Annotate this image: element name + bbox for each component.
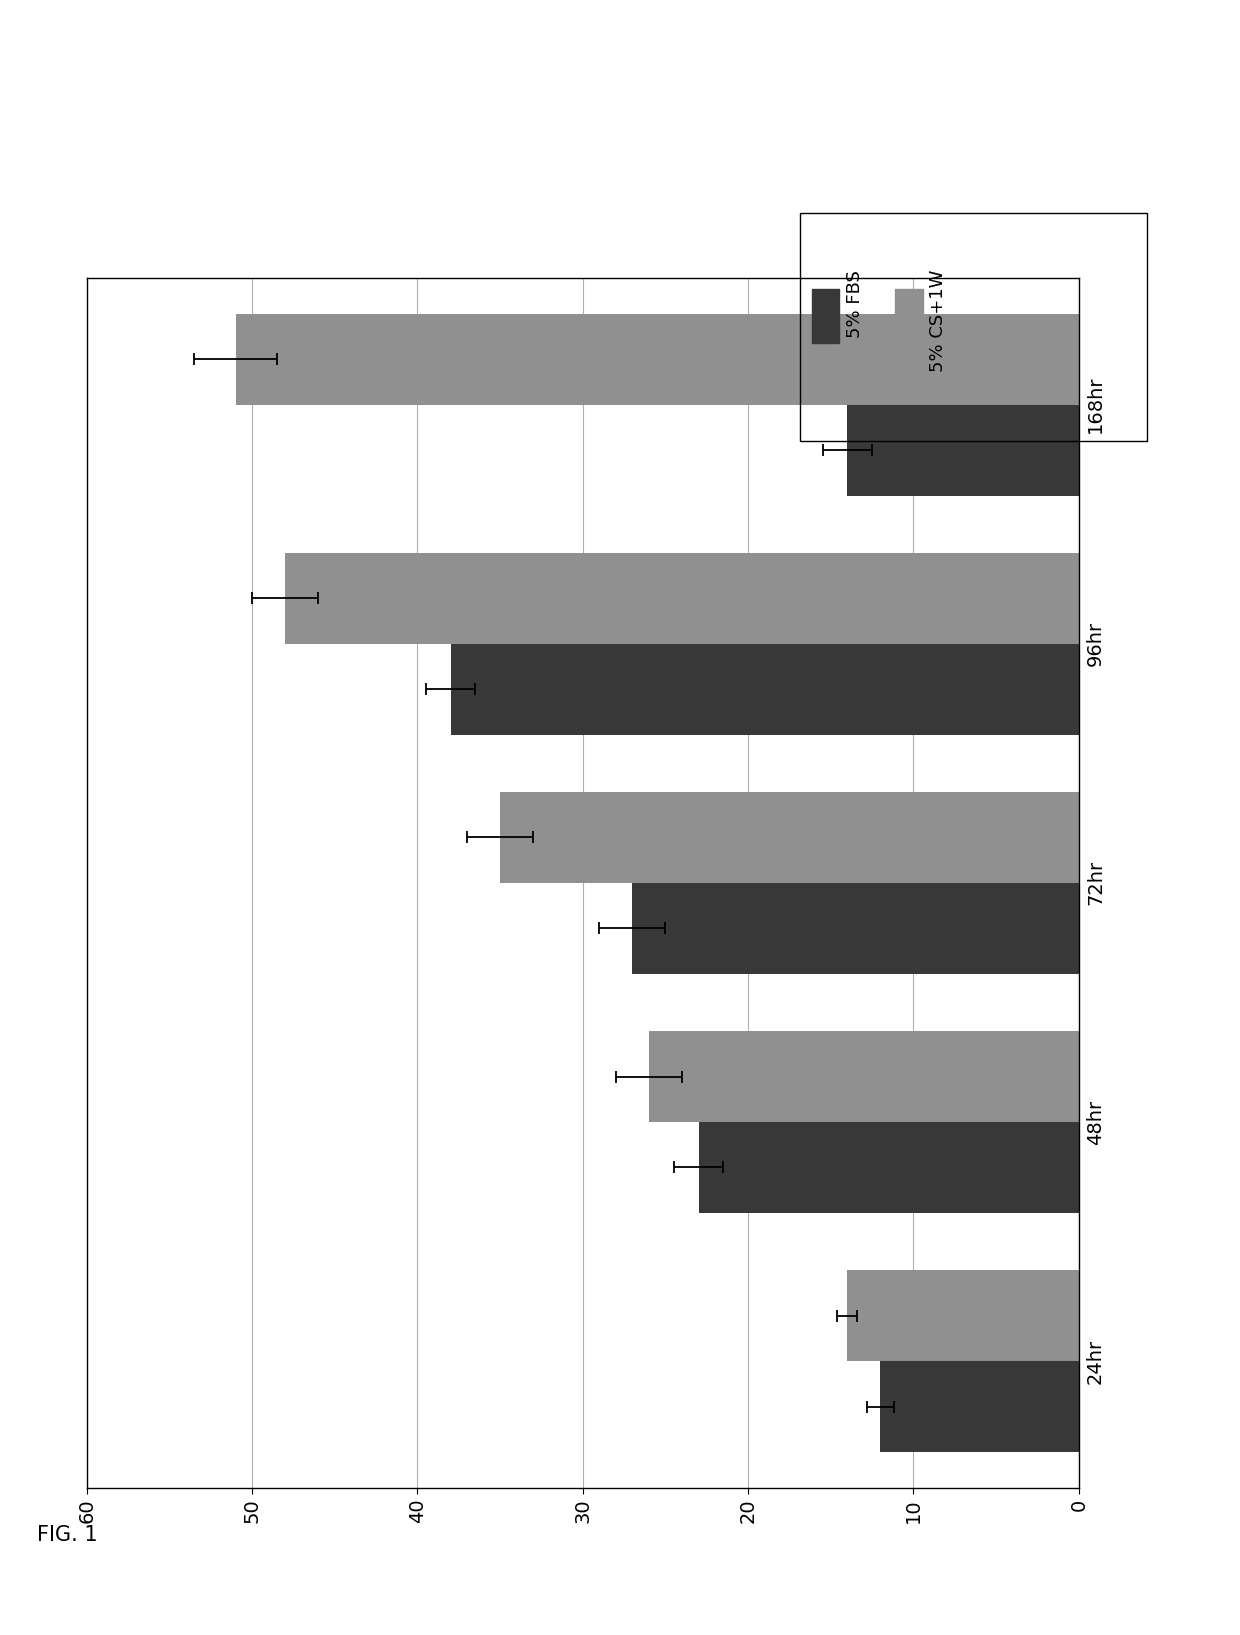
Bar — [236, 314, 1079, 405]
Bar — [880, 1360, 1079, 1452]
Text: 5% FBS: 5% FBS — [846, 270, 864, 338]
Bar — [649, 1032, 1079, 1122]
Bar — [285, 553, 1079, 644]
Bar — [500, 791, 1079, 883]
Text: FIG. 1: FIG. 1 — [37, 1525, 98, 1545]
Text: 5% CS+1W: 5% CS+1W — [929, 270, 947, 373]
Bar — [847, 1270, 1079, 1360]
Bar — [698, 1122, 1079, 1213]
Bar — [450, 644, 1079, 734]
Bar — [632, 883, 1079, 974]
Bar — [847, 405, 1079, 495]
